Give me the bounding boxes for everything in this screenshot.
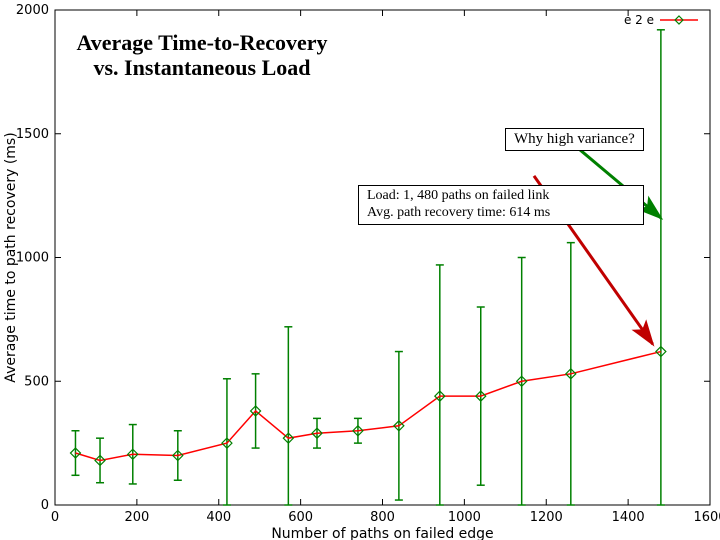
svg-text:1600: 1600 bbox=[693, 510, 720, 525]
svg-text:1000: 1000 bbox=[448, 510, 481, 525]
svg-text:1500: 1500 bbox=[16, 127, 49, 142]
svg-text:1000: 1000 bbox=[16, 251, 49, 266]
chart-title-text: Average Time-to-Recovery vs. Instantaneo… bbox=[76, 30, 327, 80]
svg-text:1400: 1400 bbox=[612, 510, 645, 525]
svg-text:Average time to path recovery: Average time to path recovery (ms) bbox=[3, 132, 19, 382]
svg-text:Number of paths on failed edge: Number of paths on failed edge bbox=[271, 526, 493, 540]
svg-text:0: 0 bbox=[41, 498, 49, 513]
annotation-load-detail: Load: 1, 480 paths on failed link Avg. p… bbox=[358, 185, 644, 225]
chart-container: 0 200 400 600 800 1000 1200 1400 1600 0 500 1000 150… bbox=[0, 0, 720, 540]
svg-text:500: 500 bbox=[24, 374, 49, 389]
annotation-high-variance: Why high variance? bbox=[505, 128, 644, 151]
annotation2-line1: Load: 1, 480 paths on failed link bbox=[367, 188, 549, 203]
svg-text:800: 800 bbox=[370, 510, 395, 525]
svg-text:0: 0 bbox=[51, 510, 59, 525]
chart-title: Average Time-to-Recovery vs. Instantaneo… bbox=[72, 30, 332, 81]
svg-text:2000: 2000 bbox=[16, 3, 49, 18]
chart-svg: 0 200 400 600 800 1000 1200 1400 1600 0 500 1000 150… bbox=[0, 0, 720, 540]
svg-text:1200: 1200 bbox=[530, 510, 563, 525]
svg-text:600: 600 bbox=[288, 510, 313, 525]
svg-text:e 2 e: e 2 e bbox=[624, 13, 654, 27]
svg-text:400: 400 bbox=[206, 510, 231, 525]
annotation2-line2: Avg. path recovery time: 614 ms bbox=[367, 205, 550, 220]
svg-text:200: 200 bbox=[124, 510, 149, 525]
annotation1-text: Why high variance? bbox=[514, 131, 635, 147]
